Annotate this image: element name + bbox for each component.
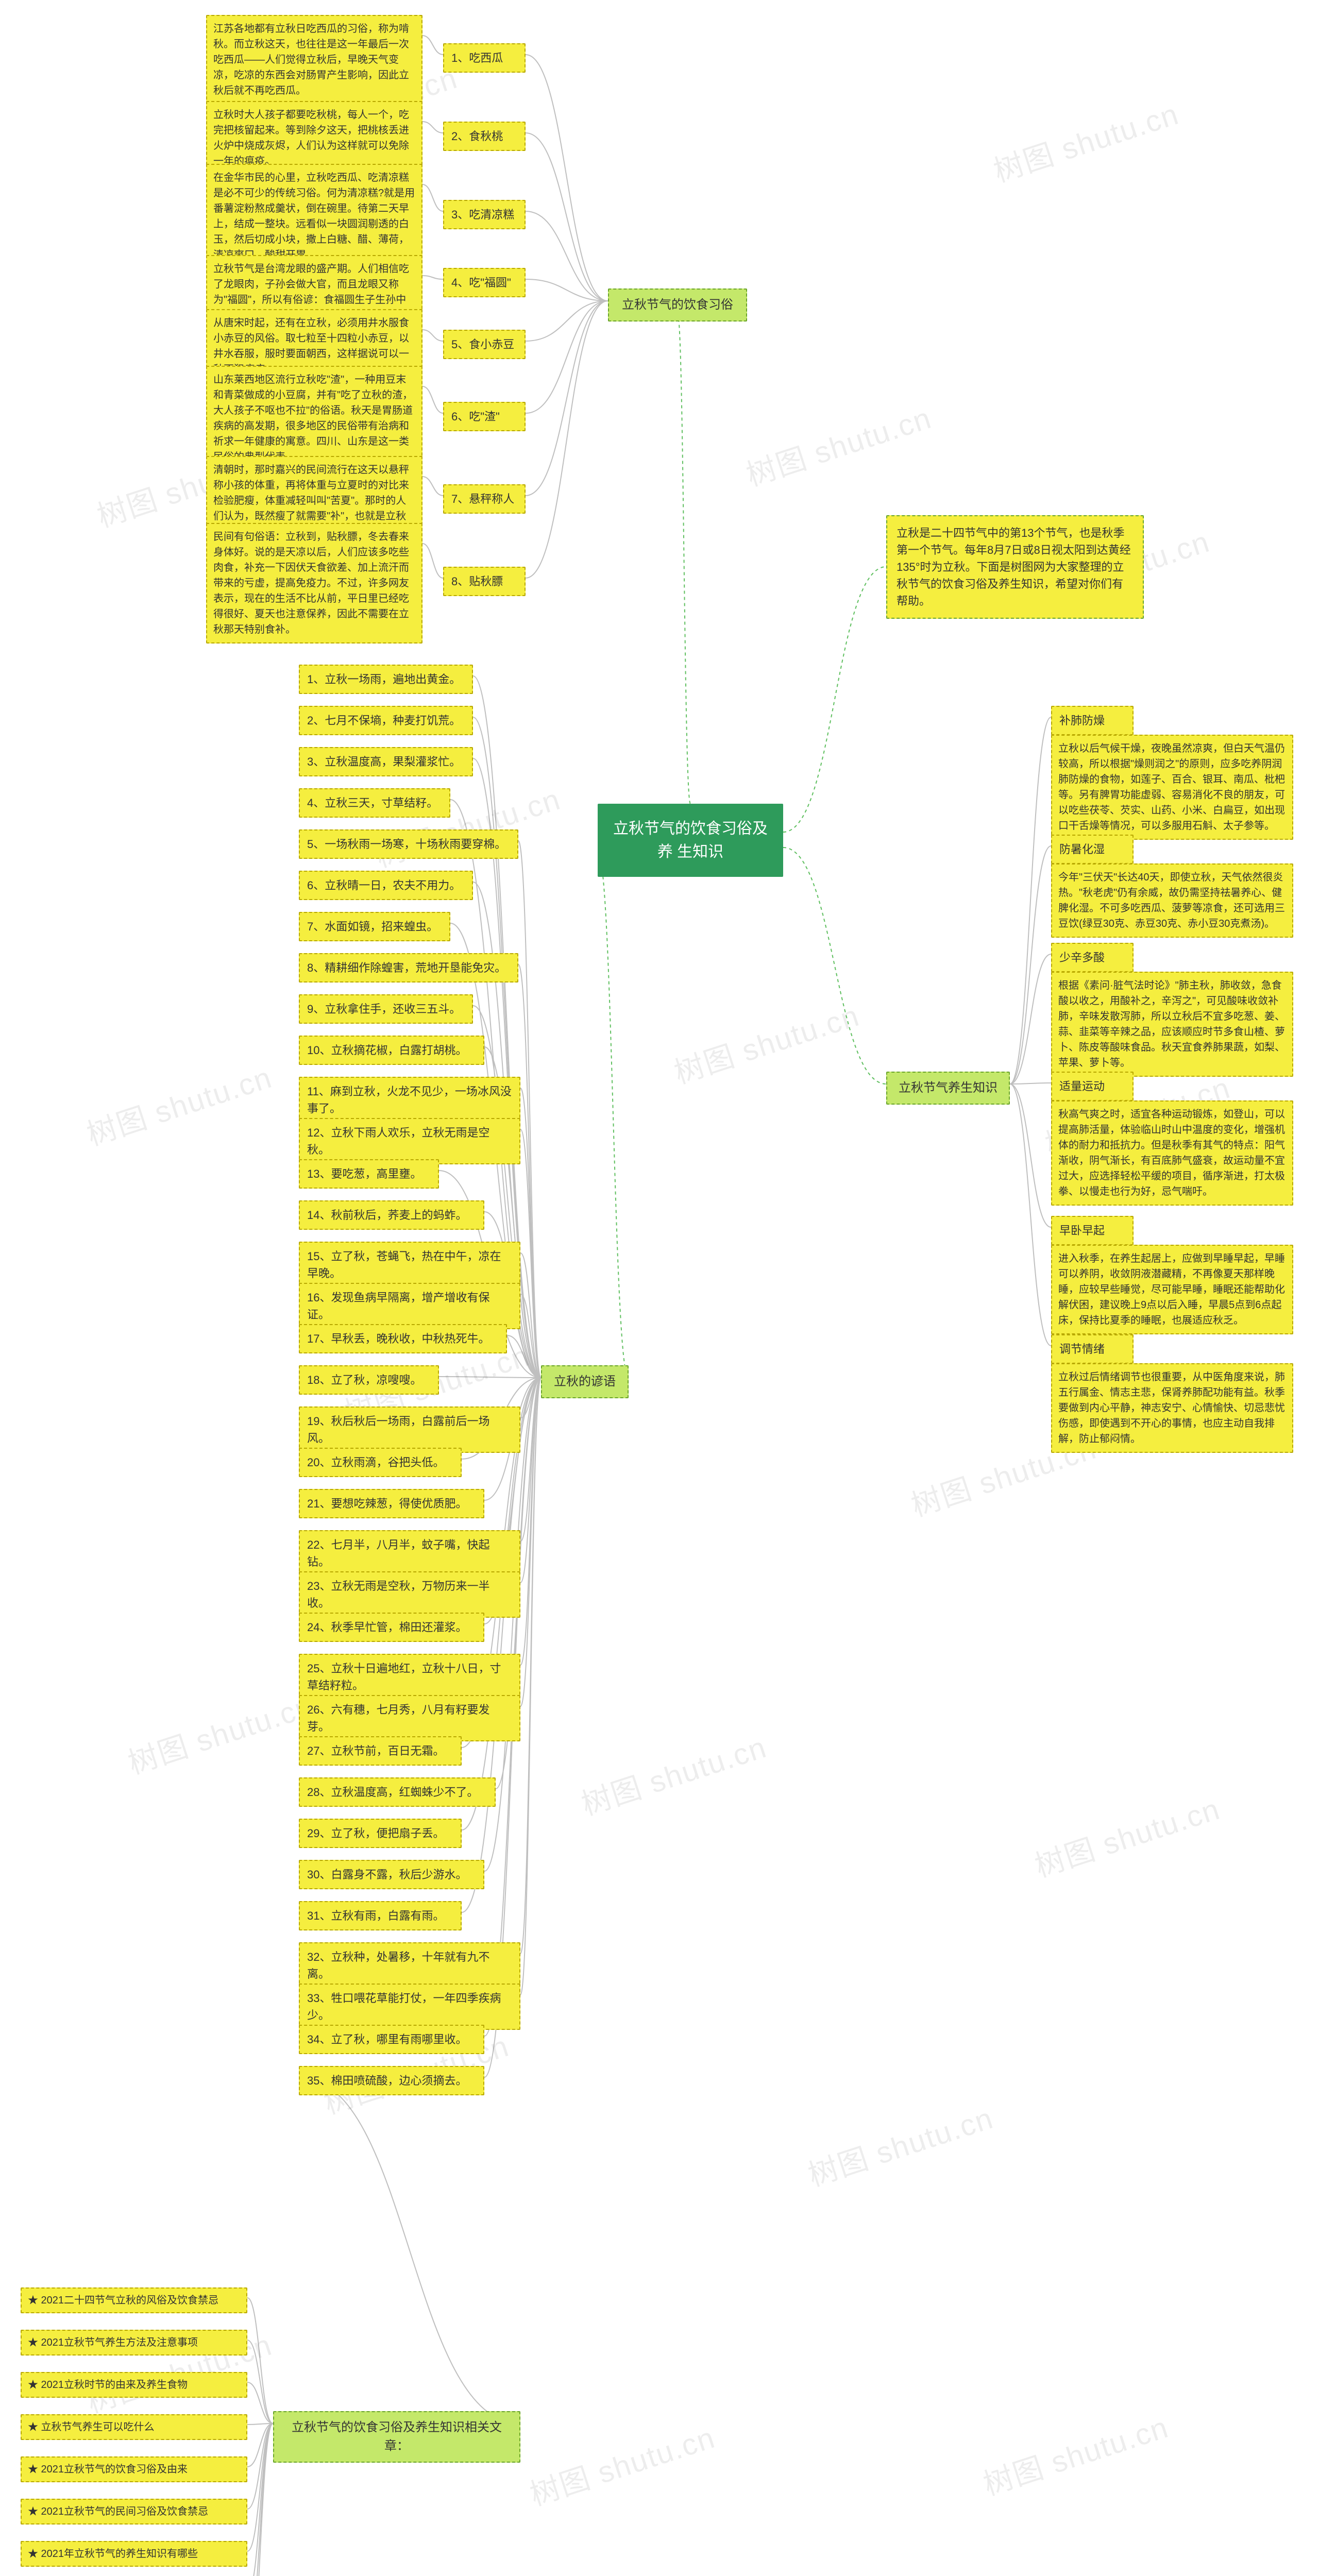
- proverb-33: 33、牲口喂花草能打仗，一年四季疾病少。: [299, 1984, 520, 2030]
- customs-desc-1: 江苏各地都有立秋日吃西瓜的习俗，称为啃秋。而立秋这天，也往往是这一年最后一次吃西…: [206, 15, 422, 105]
- related-article-6: ★ 2021立秋节气的民间习俗及饮食禁忌: [21, 2499, 247, 2524]
- health-desc-5: 进入秋季，在养生起居上，应做到早睡早起，早睡可以养阴，收敛阴液潜藏精，不再像夏天…: [1051, 1245, 1293, 1334]
- watermark: 树图 shutu.cn: [668, 991, 864, 1092]
- proverb-12: 12、立秋下雨人欢乐，立秋无雨是空秋。: [299, 1118, 520, 1164]
- proverb-5: 5、一场秋雨一场寒，十场秋雨要穿棉。: [299, 829, 518, 859]
- related-article-1: ★ 2021二十四节气立秋的风俗及饮食禁忌: [21, 2287, 247, 2313]
- proverb-35: 35、棉田喷硫酸，边心须摘去。: [299, 2066, 484, 2095]
- health-desc-2: 今年"三伏天"长达40天，即使立秋，天气依然很炎热。"秋老虎"仍有余威，故仍需坚…: [1051, 863, 1293, 938]
- proverb-16: 16、发现鱼病早隔离，增产增收有保证。: [299, 1283, 520, 1329]
- proverb-7: 7、水面如镜，招来蝗虫。: [299, 912, 450, 941]
- proverb-9: 9、立秋拿住手，还收三五斗。: [299, 994, 473, 1024]
- proverb-18: 18、立了秋，凉嗖嗖。: [299, 1365, 439, 1395]
- health-desc-4: 秋高气爽之时，适宜各种运动锻炼，如登山，可以提高肺活量，体验临山时山中温度的变化…: [1051, 1100, 1293, 1206]
- watermark: 树图 shutu.cn: [987, 90, 1183, 190]
- proverb-21: 21、要想吃辣葱，得使优质肥。: [299, 1489, 484, 1518]
- watermark: 树图 shutu.cn: [575, 1723, 771, 1823]
- proverb-19: 19、秋后秋后一场雨，白露前后一场风。: [299, 1406, 520, 1453]
- proverb-6: 6、立秋晴一日，农夫不用力。: [299, 871, 473, 900]
- root-node: 立秋节气的饮食习俗及养 生知识: [598, 804, 783, 877]
- watermark: 树图 shutu.cn: [523, 2413, 720, 2514]
- proverb-30: 30、白露身不露，秋后少游水。: [299, 1860, 484, 1889]
- proverb-3: 3、立秋温度高，果梨灌浆忙。: [299, 747, 473, 776]
- proverb-26: 26、六有穗，七月秀，八月有籽要发芽。: [299, 1695, 520, 1741]
- proverb-13: 13、要吃葱，高里壅。: [299, 1159, 439, 1189]
- proverb-31: 31、立秋有雨，白露有雨。: [299, 1901, 462, 1930]
- customs-item-1: 1、吃西瓜: [443, 43, 526, 73]
- proverb-32: 32、立秋种，处暑移，十年就有九不离。: [299, 1942, 520, 1989]
- health-desc-1: 立秋以后气候干燥，夜晚虽然凉爽，但白天气温仍较高，所以根据"燥则润之"的原则，应…: [1051, 735, 1293, 840]
- proverb-23: 23、立秋无雨是空秋，万物历来一半收。: [299, 1571, 520, 1618]
- proverb-22: 22、七月半，八月半，蚊子嘴，快起钻。: [299, 1530, 520, 1577]
- customs-item-7: 7、悬秤称人: [443, 484, 526, 514]
- customs-item-2: 2、食秋桃: [443, 122, 526, 151]
- related-article-4: ★ 立秋节气养生可以吃什么: [21, 2414, 247, 2440]
- health-title-4: 适量运动: [1051, 1072, 1134, 1101]
- proverb-2: 2、七月不保墒，种麦打饥荒。: [299, 706, 473, 735]
- customs-item-8: 8、贴秋膘: [443, 567, 526, 596]
- customs-desc-3: 在金华市民的心里，立秋吃西瓜、吃清凉糕是必不可少的传统习俗。何为清凉糕?就是用番…: [206, 164, 422, 269]
- health-title-1: 补肺防燥: [1051, 706, 1134, 735]
- proverb-28: 28、立秋温度高，红蜘蛛少不了。: [299, 1777, 496, 1807]
- branch-health: 立秋节气养生知识: [886, 1072, 1010, 1105]
- customs-item-5: 5、食小赤豆: [443, 330, 526, 359]
- proverb-17: 17、早秋丢，晚秋收，中秋热死牛。: [299, 1324, 507, 1353]
- customs-desc-8: 民间有句俗语：立秋到，贴秋膘，冬去春来身体好。说的是天凉以后，人们应该多吃些肉食…: [206, 523, 422, 643]
- watermark: 树图 shutu.cn: [977, 2403, 1173, 2503]
- proverb-24: 24、秋季早忙管，棉田还灌浆。: [299, 1613, 484, 1642]
- proverb-4: 4、立秋三天，寸草结籽。: [299, 788, 450, 818]
- customs-desc-6: 山东莱西地区流行立秋吃"渣"，一种用豆末和青菜做成的小豆腐，并有"吃了立秋的渣，…: [206, 366, 422, 471]
- health-title-5: 早卧早起: [1051, 1216, 1134, 1245]
- customs-item-4: 4、吃"福圆": [443, 268, 526, 297]
- watermark: 树图 shutu.cn: [1028, 1785, 1225, 1885]
- watermark: 树图 shutu.cn: [802, 2094, 998, 2194]
- proverb-29: 29、立了秋，便把扇子丢。: [299, 1819, 462, 1848]
- proverb-34: 34、立了秋，哪里有雨哪里收。: [299, 2025, 484, 2054]
- related-article-2: ★ 2021立秋节气养生方法及注意事项: [21, 2330, 247, 2355]
- proverb-10: 10、立秋摘花椒，白露打胡桃。: [299, 1036, 484, 1065]
- related-article-5: ★ 2021立秋节气的饮食习俗及由来: [21, 2456, 247, 2482]
- proverb-8: 8、精耕细作除蝗害，荒地开垦能免灾。: [299, 953, 518, 982]
- related-article-3: ★ 2021立秋时节的由来及养生食物: [21, 2372, 247, 2398]
- branch-customs: 立秋节气的饮食习俗: [608, 289, 747, 321]
- health-title-3: 少辛多酸: [1051, 943, 1134, 972]
- health-desc-6: 立秋过后情绪调节也很重要，从中医角度来说，肺五行属金、情志主悲，保肾养肺配功能有…: [1051, 1363, 1293, 1453]
- proverb-27: 27、立秋节前，百日无霜。: [299, 1736, 462, 1766]
- health-title-6: 调节情绪: [1051, 1334, 1134, 1364]
- intro-node: 立秋是二十四节气中的第13个节气，也是秋季第一个节气。每年8月7日或8日视太阳到…: [886, 515, 1144, 619]
- proverb-20: 20、立秋雨滴，谷把头低。: [299, 1448, 462, 1477]
- proverb-15: 15、立了秋，苍蝇飞，热在中午，凉在早晚。: [299, 1242, 520, 1288]
- branch-related: 立秋节气的饮食习俗及养生知识相关文章：: [273, 2411, 520, 2463]
- branch-proverbs: 立秋的谚语: [541, 1365, 629, 1398]
- watermark: 树图 shutu.cn: [122, 1682, 318, 1782]
- health-desc-3: 根据《素问·脏气法时论》"肺主秋，肺收敛，急食酸以收之，用酸补之，辛泻之"，可见…: [1051, 972, 1293, 1077]
- customs-item-6: 6、吃"渣": [443, 402, 526, 431]
- proverb-11: 11、麻到立秋，火龙不见少，一场冰风没事了。: [299, 1077, 520, 1123]
- watermark: 树图 shutu.cn: [740, 394, 936, 494]
- proverb-25: 25、立秋十日遍地红，立秋十八日，寸草结籽粒。: [299, 1654, 520, 1700]
- watermark: 树图 shutu.cn: [80, 1053, 277, 1154]
- health-title-2: 防暑化湿: [1051, 835, 1134, 864]
- proverb-1: 1、立秋一场雨，遍地出黄金。: [299, 665, 473, 694]
- proverb-14: 14、秋前秋后，荞麦上的蚂蚱。: [299, 1200, 484, 1230]
- customs-item-3: 3、吃清凉糕: [443, 200, 526, 229]
- related-article-7: ★ 2021年立秋节气的养生知识有哪些: [21, 2541, 247, 2567]
